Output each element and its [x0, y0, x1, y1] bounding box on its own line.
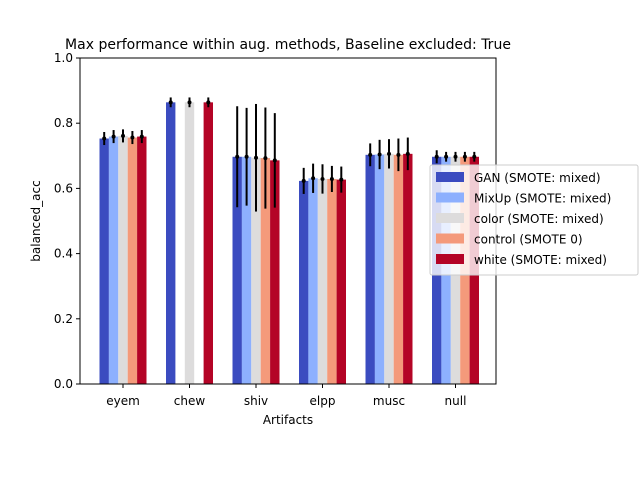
y-tick-label: 0.0	[54, 377, 73, 391]
errorbars-group	[102, 97, 477, 212]
bar-chew-3	[184, 102, 195, 384]
mean-point-null-1	[434, 154, 439, 159]
y-tick-label: 1.0	[54, 51, 73, 65]
mean-point-shiv-1	[235, 154, 240, 159]
x-tick-label: chew	[174, 394, 206, 408]
x-axis: eyem chew shiv elpp musc null	[106, 384, 466, 408]
legend-label: GAN (SMOTE: mixed)	[474, 171, 601, 185]
mean-point-chew-1	[168, 100, 173, 105]
bar-musc-2	[374, 154, 385, 384]
mean-point-elpp-3	[320, 176, 325, 181]
mean-point-elpp-4	[329, 176, 334, 181]
mean-point-eyem-3	[121, 133, 125, 138]
mean-point-shiv-2	[244, 154, 249, 159]
bar-chew-5	[203, 102, 213, 384]
bars-group	[99, 102, 479, 384]
bar-chew-1	[166, 102, 176, 384]
bar-elpp-5	[336, 179, 346, 384]
mean-point-eyem-1	[102, 136, 107, 141]
bar-eyem-4	[127, 137, 138, 384]
bar-eyem-3	[118, 135, 128, 384]
mean-point-null-2	[444, 154, 449, 159]
legend-box	[429, 164, 639, 276]
mean-point-musc-4	[396, 152, 401, 157]
legend-swatch	[436, 172, 464, 182]
bar-shiv-1	[232, 156, 242, 384]
x-tick-label: shiv	[244, 394, 268, 408]
bar-shiv-5	[270, 160, 280, 384]
bar-shiv-3	[251, 157, 261, 384]
legend-label: MixUp (SMOTE: mixed)	[474, 192, 611, 206]
bar-musc-1	[365, 154, 375, 384]
mean-point-shiv-4	[263, 156, 268, 161]
bar-elpp-2	[308, 178, 318, 384]
x-tick-label: eyem	[106, 394, 140, 408]
bar-elpp-3	[317, 178, 328, 384]
legend-label: control (SMOTE 0)	[474, 233, 583, 247]
mean-point-elpp-1	[301, 178, 306, 183]
x-tick-label: null	[445, 394, 467, 408]
y-tick-label: 0.8	[54, 116, 73, 130]
bar-elpp-4	[327, 178, 337, 384]
legend-swatch	[436, 233, 464, 244]
bar-eyem-1	[99, 138, 109, 384]
x-tick-label: musc	[373, 394, 405, 408]
mean-point-eyem-5	[139, 134, 144, 139]
mean-point-eyem-2	[111, 134, 116, 139]
mean-point-musc-2	[377, 152, 382, 157]
mean-point-eyem-4	[130, 135, 135, 140]
legend-swatch	[436, 254, 464, 264]
mean-point-elpp-5	[339, 177, 344, 182]
chart-title: Max performance within aug. methods, Bas…	[65, 37, 511, 53]
bar-shiv-4	[260, 158, 271, 384]
bar-musc-3	[384, 153, 394, 384]
mean-point-elpp-2	[311, 176, 316, 181]
mean-point-musc-3	[387, 151, 391, 156]
legend: GAN (SMOTE: mixed) MixUp (SMOTE: mixed) co…	[429, 164, 639, 276]
mean-point-chew-5	[206, 100, 211, 105]
legend-label: color (SMOTE: mixed)	[474, 212, 604, 226]
y-axis-label: balanced_acc	[29, 180, 43, 261]
y-tick-label: 0.4	[54, 247, 73, 261]
bar-eyem-5	[137, 136, 147, 384]
mean-point-chew-3	[187, 100, 192, 105]
mean-point-null-3	[453, 154, 458, 159]
y-tick-label: 0.6	[54, 181, 73, 195]
bar-shiv-2	[241, 156, 252, 384]
legend-swatch	[436, 213, 464, 223]
mean-point-shiv-5	[272, 158, 277, 163]
bar-elpp-1	[299, 180, 309, 384]
x-tick-label: elpp	[310, 394, 336, 408]
mean-point-musc-1	[368, 152, 373, 157]
mean-point-shiv-3	[254, 155, 258, 160]
y-axis: 0.0 0.2 0.4 0.6 0.8 1.0	[54, 51, 80, 391]
mean-point-null-4	[462, 154, 467, 159]
mean-point-null-5	[472, 154, 477, 159]
mean-point-musc-5	[405, 151, 410, 156]
legend-swatch	[436, 192, 464, 203]
y-tick-label: 0.2	[54, 312, 73, 326]
bar-musc-5	[403, 153, 413, 384]
bar-eyem-2	[108, 136, 119, 384]
legend-label: white (SMOTE: mixed)	[474, 253, 607, 267]
x-axis-label: Artifacts	[263, 413, 313, 427]
bar-musc-4	[393, 154, 404, 384]
